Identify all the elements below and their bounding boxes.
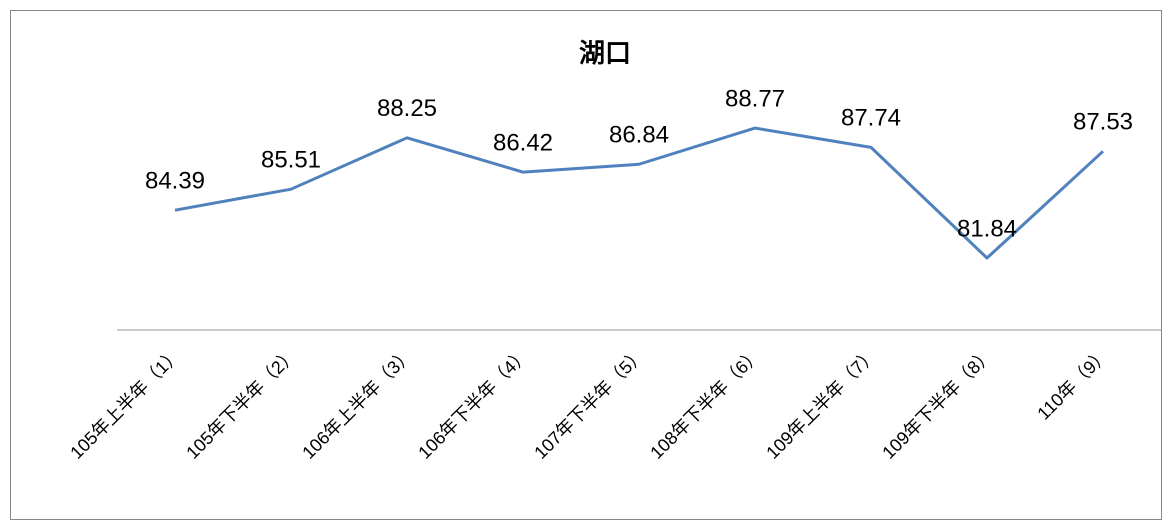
data-label: 87.53	[1073, 109, 1133, 136]
data-label: 86.42	[493, 129, 553, 156]
data-label: 86.84	[609, 122, 669, 149]
chart-border	[10, 10, 1162, 520]
chart-title: 湖口	[579, 38, 631, 68]
data-label: 88.25	[377, 95, 437, 122]
data-label: 85.51	[261, 147, 321, 174]
line	[174, 126, 1105, 260]
data-label: 84.39	[145, 168, 205, 195]
data-label: 81.84	[957, 215, 1017, 242]
data-label: 87.74	[841, 105, 901, 132]
data-label: 88.77	[725, 85, 785, 112]
